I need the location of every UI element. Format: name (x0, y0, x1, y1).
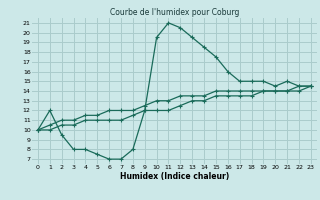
X-axis label: Humidex (Indice chaleur): Humidex (Indice chaleur) (120, 172, 229, 181)
Title: Courbe de l'humidex pour Coburg: Courbe de l'humidex pour Coburg (110, 8, 239, 17)
